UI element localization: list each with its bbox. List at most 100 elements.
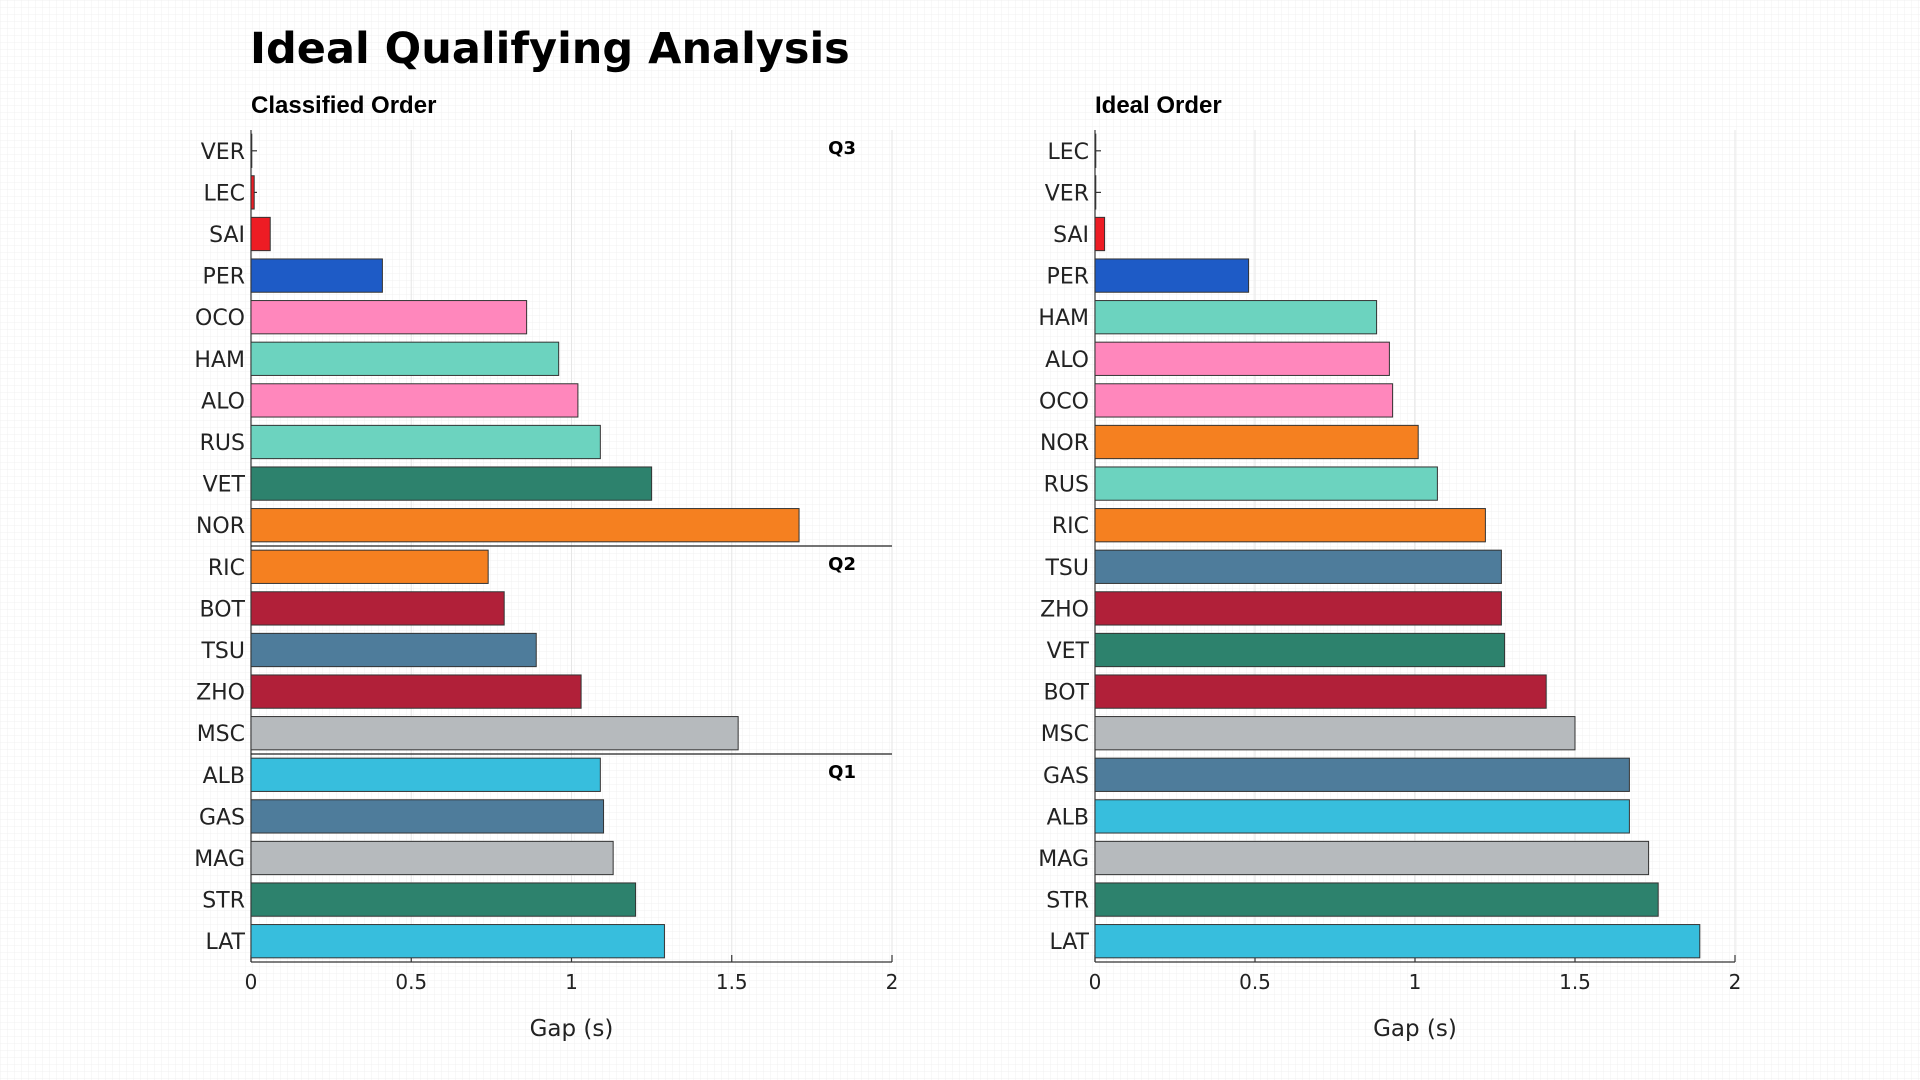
x-tick-label: 0	[245, 970, 258, 994]
y-tick-label-vet: VET	[1047, 639, 1090, 664]
y-tick-label-ham: HAM	[194, 348, 245, 373]
y-tick-label-msc: MSC	[197, 722, 245, 747]
y-tick-label-rus: RUS	[200, 431, 245, 456]
x-axis-label: Gap (s)	[530, 1016, 614, 1042]
bar-alb	[1094, 799, 1630, 834]
bar-ver	[1094, 175, 1097, 210]
x-tick-label: 0.5	[1239, 970, 1271, 994]
bar-lat	[250, 924, 665, 959]
bar-sai	[1094, 216, 1106, 252]
segment-label-q3: Q3	[828, 138, 856, 159]
y-tick-label-per: PER	[203, 265, 245, 290]
y-tick-label-msc: MSC	[1041, 722, 1089, 747]
y-tick-label-ver: VER	[1045, 181, 1089, 206]
segment-label-q1: Q1	[828, 762, 856, 783]
page-title: Ideal Qualifying Analysis	[250, 24, 850, 74]
bar-bot	[250, 591, 505, 626]
y-tick-label-ric: RIC	[1052, 514, 1089, 539]
y-tick-label-nor: NOR	[1040, 431, 1089, 456]
y-tick-label-alb: ALB	[1047, 805, 1089, 830]
bar-oco	[1094, 383, 1394, 418]
y-tick-label-sai: SAI	[1053, 223, 1089, 248]
x-tick-label: 1.5	[716, 970, 748, 994]
bar-gas	[250, 799, 605, 834]
y-tick-label-rus: RUS	[1044, 473, 1089, 498]
x-tick-label: 1	[565, 970, 578, 994]
bar-bot	[1094, 674, 1547, 709]
bar-str	[1094, 882, 1659, 917]
bar-per	[250, 258, 383, 293]
y-tick-label-gas: GAS	[199, 805, 245, 830]
bar-lec	[250, 175, 255, 210]
bar-alo	[1094, 341, 1390, 376]
y-tick-label-nor: NOR	[196, 514, 245, 539]
y-tick-label-lec: LEC	[203, 181, 245, 206]
panel-title: Classified Order	[251, 92, 436, 119]
bar-ham	[1094, 300, 1378, 335]
bar-alo	[250, 383, 579, 418]
bar-sai	[250, 216, 271, 252]
bar-tsu	[1094, 549, 1502, 584]
x-tick-label: 2	[886, 970, 899, 994]
x-tick-label: 1.5	[1559, 970, 1591, 994]
bar-zho	[250, 674, 582, 709]
panel-title: Ideal Order	[1095, 92, 1222, 119]
bar-nor	[250, 508, 800, 543]
y-tick-label-bot: BOT	[200, 597, 246, 622]
x-tick-label: 0	[1089, 970, 1102, 994]
y-tick-label-oco: OCO	[195, 306, 245, 331]
y-tick-label-vet: VET	[203, 473, 246, 498]
bar-rus	[250, 424, 601, 460]
y-tick-label-zho: ZHO	[1040, 597, 1089, 622]
bar-ric	[1094, 508, 1486, 543]
y-tick-label-tsu: TSU	[200, 639, 245, 664]
bar-lec	[1094, 133, 1097, 168]
bar-zho	[1094, 591, 1502, 626]
x-tick-label: 1	[1409, 970, 1422, 994]
y-tick-label-bot: BOT	[1044, 681, 1090, 706]
y-tick-label-zho: ZHO	[196, 681, 245, 706]
y-tick-label-lat: LAT	[1049, 930, 1089, 955]
chart-panel-1: Classified Order 0 0.5 1 1.5 2 Gap (s) VER LEC SA…	[194, 92, 898, 1042]
bar-vet	[1094, 632, 1506, 668]
y-tick-label-sai: SAI	[209, 223, 245, 248]
y-tick-label-gas: GAS	[1043, 764, 1089, 789]
bar-lat	[1094, 924, 1701, 959]
y-tick-label-str: STR	[202, 889, 245, 914]
bar-oco	[250, 300, 528, 335]
bar-vet	[250, 466, 653, 501]
y-tick-label-alo: ALO	[1045, 348, 1089, 373]
bar-mag	[250, 840, 614, 876]
x-tick-label: 0.5	[395, 970, 427, 994]
bar-ver	[250, 133, 253, 168]
y-tick-label-ham: HAM	[1038, 306, 1089, 331]
y-tick-label-per: PER	[1047, 265, 1089, 290]
x-axis-label: Gap (s)	[1373, 1016, 1457, 1042]
bar-alb	[250, 757, 601, 792]
bar-per	[1094, 258, 1250, 293]
segment-label-q2: Q2	[828, 554, 856, 575]
y-tick-label-lat: LAT	[205, 930, 245, 955]
y-tick-label-mag: MAG	[194, 847, 245, 872]
bar-rus	[1094, 466, 1438, 501]
bar-ric	[250, 549, 489, 584]
bar-str	[250, 882, 637, 917]
bar-msc	[1094, 716, 1576, 751]
chart-panel-2: Ideal Order 0 0.5 1 1.5 2 Gap (s) LEC VER SAI PER H…	[1038, 92, 1741, 1042]
y-tick-label-alb: ALB	[203, 764, 245, 789]
y-tick-label-alo: ALO	[201, 389, 245, 414]
bar-nor	[1094, 424, 1419, 460]
y-tick-label-ric: RIC	[208, 556, 245, 581]
bar-tsu	[250, 632, 537, 668]
bar-gas	[1094, 757, 1630, 792]
y-tick-label-lec: LEC	[1047, 140, 1089, 165]
bar-mag	[1094, 840, 1650, 876]
y-tick-label-mag: MAG	[1038, 847, 1089, 872]
x-tick-label: 2	[1729, 970, 1742, 994]
y-tick-label-str: STR	[1046, 889, 1089, 914]
y-tick-label-oco: OCO	[1039, 389, 1089, 414]
y-tick-label-tsu: TSU	[1044, 556, 1089, 581]
bar-msc	[250, 716, 739, 751]
bar-ham	[250, 341, 560, 376]
